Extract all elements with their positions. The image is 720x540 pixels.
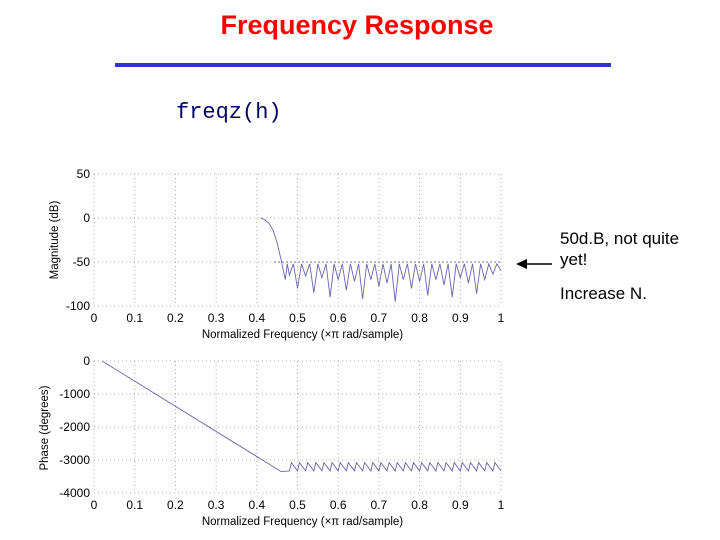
series-line bbox=[101, 360, 502, 473]
arrow-head bbox=[516, 259, 527, 269]
y-tick-label: 50 bbox=[77, 167, 91, 181]
title-underline bbox=[115, 63, 611, 67]
x-tick-label: 1 bbox=[498, 311, 505, 325]
x-tick-label: 0.4 bbox=[248, 311, 265, 325]
slide-title: Frequency Response bbox=[220, 10, 494, 40]
x-tick-label: 0.2 bbox=[167, 498, 184, 512]
y-axis-title: Magnitude (dB) bbox=[49, 201, 61, 280]
y-tick-label: -1000 bbox=[59, 387, 90, 401]
x-axis-title: Normalized Frequency (×π rad/sample) bbox=[202, 516, 403, 528]
y-tick-label: -3000 bbox=[59, 453, 90, 467]
annotation-not-quite-yet: 50d.B, not quite yet! bbox=[560, 229, 680, 269]
x-tick-label: 0.3 bbox=[208, 311, 225, 325]
x-tick-label: 0.2 bbox=[167, 311, 184, 325]
x-tick-label: 0.5 bbox=[289, 311, 306, 325]
y-tick-label: 0 bbox=[83, 211, 90, 225]
x-tick-label: 1 bbox=[498, 498, 505, 512]
x-tick-label: 0.1 bbox=[126, 311, 143, 325]
y-tick-label: 0 bbox=[83, 354, 90, 368]
x-tick-label: 0 bbox=[91, 498, 98, 512]
x-tick-label: 0.9 bbox=[452, 311, 469, 325]
y-axis-title: Phase (degrees) bbox=[39, 385, 51, 470]
x-tick-label: 0.6 bbox=[330, 498, 347, 512]
x-tick-label: 0.7 bbox=[371, 311, 388, 325]
x-axis-title: Normalized Frequency (×π rad/sample) bbox=[202, 329, 403, 341]
x-tick-label: 0.4 bbox=[248, 498, 265, 512]
x-tick-label: 0.8 bbox=[411, 311, 428, 325]
annotation-arrow bbox=[516, 259, 552, 269]
y-tick-label: -4000 bbox=[59, 486, 90, 500]
y-tick-label: -2000 bbox=[59, 420, 90, 434]
x-tick-label: 0.1 bbox=[126, 498, 143, 512]
magnitude-plot: 0 0.1 0.2 0.3 0.4 0.5 0.6 0.7 0.8 0.9 1 50 0 -50 -100 N… bbox=[49, 167, 505, 341]
x-tick-label: 0.5 bbox=[289, 498, 306, 512]
annotation-increase-n: Increase N. bbox=[560, 284, 647, 303]
x-tick-label: 0.6 bbox=[330, 311, 347, 325]
x-tick-label: 0 bbox=[91, 311, 98, 325]
code-snippet: freqz(h) bbox=[176, 100, 282, 125]
series-line bbox=[260, 217, 502, 302]
x-tick-label: 0.9 bbox=[452, 498, 469, 512]
y-tick-label: -100 bbox=[66, 299, 90, 313]
x-tick-label: 0.7 bbox=[371, 498, 388, 512]
x-tick-label: 0.8 bbox=[411, 498, 428, 512]
x-tick-label: 0.3 bbox=[208, 498, 225, 512]
y-tick-label: -50 bbox=[73, 255, 91, 269]
phase-plot: 0 0.1 0.2 0.3 0.4 0.5 0.6 0.7 0.8 0.9 1 0 -1000 -2000… bbox=[39, 354, 505, 528]
